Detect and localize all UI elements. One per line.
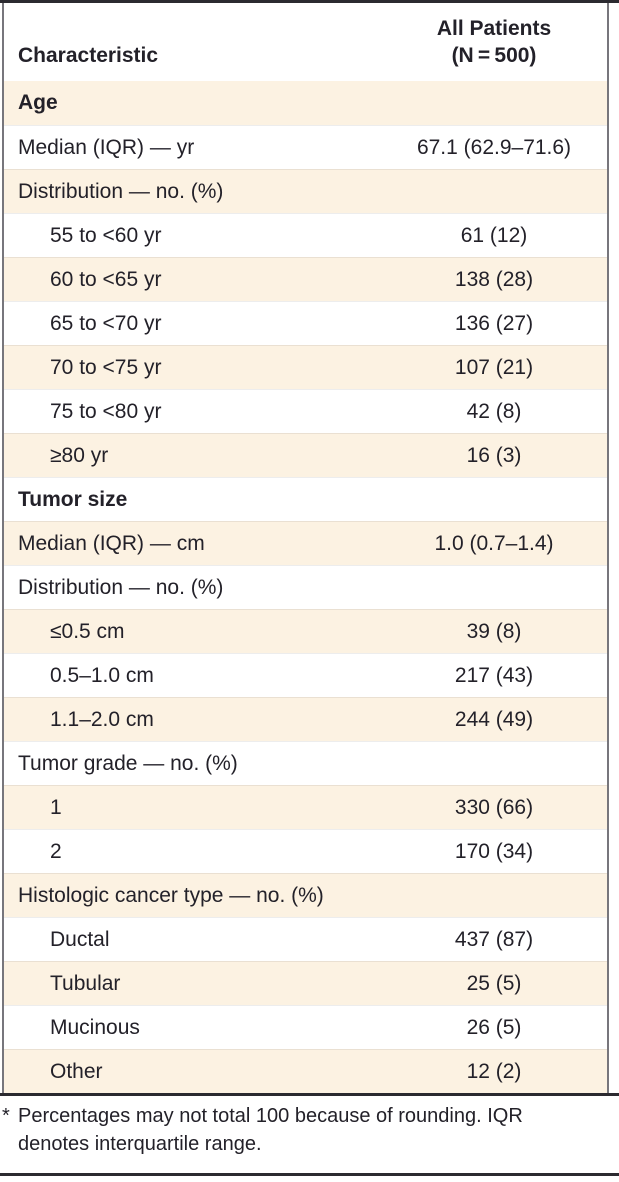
table-footnote: * Percentages may not total 100 because … — [0, 1102, 615, 1158]
table-bottom-rule — [0, 1093, 619, 1096]
table-row: Histologic cancer type — no. (%) — [4, 873, 607, 917]
table-row: Tumor grade — no. (%) — [4, 741, 607, 785]
row-label: 0.5–1.0 cm — [50, 663, 154, 687]
table-row: 75 to <80 yr 42 (8) — [4, 389, 607, 433]
footnote-line-2: denotes interquartile range. — [18, 1133, 262, 1155]
row-value: 170 (34) — [454, 839, 534, 863]
row-label: 1 — [50, 795, 62, 819]
row-value: 67.1 (62.9–71.6) — [416, 135, 572, 159]
row-label: Tubular — [50, 971, 121, 995]
row-value: 107 (21) — [454, 355, 534, 379]
table-row: 1.1–2.0 cm 244 (49) — [4, 697, 607, 741]
row-label: 55 to <60 yr — [50, 223, 162, 247]
row-value: 330 (66) — [454, 795, 534, 819]
row-value: 61 (12) — [460, 223, 528, 247]
row-value: 1.0 (0.7–1.4) — [434, 531, 554, 555]
table-row: Median (IQR) — yr 67.1 (62.9–71.6) — [4, 125, 607, 169]
row-label: Median (IQR) — cm — [18, 531, 205, 555]
row-label: ≥80 yr — [50, 443, 109, 467]
table-row: 70 to <75 yr 107 (21) — [4, 345, 607, 389]
row-value: 16 (3) — [466, 443, 522, 467]
table-row: Median (IQR) — cm 1.0 (0.7–1.4) — [4, 521, 607, 565]
column-header-characteristic: Characteristic — [18, 44, 159, 67]
table-row: ≥80 yr 16 (3) — [4, 433, 607, 477]
table-row: Distribution — no. (%) — [4, 169, 607, 213]
row-label: Distribution — no. (%) — [18, 179, 224, 203]
table-row: 1 330 (66) — [4, 785, 607, 829]
table-row: Other 12 (2) — [4, 1049, 607, 1093]
row-value: 138 (28) — [454, 267, 534, 291]
row-value: 25 (5) — [466, 971, 522, 995]
table-row: Distribution — no. (%) — [4, 565, 607, 609]
row-label: 1.1–2.0 cm — [50, 707, 154, 731]
row-label: Median (IQR) — yr — [18, 135, 195, 159]
table-row: Mucinous 26 (5) — [4, 1005, 607, 1049]
table-right-rule — [607, 3, 609, 1093]
row-label: 65 to <70 yr — [50, 311, 162, 335]
table-body: Age Median (IQR) — yr 67.1 (62.9–71.6) Dist… — [4, 81, 607, 1093]
column-header-all-patients-line1: All Patients — [436, 17, 552, 40]
row-label: 70 to <75 yr — [50, 355, 162, 379]
row-label: 60 to <65 yr — [50, 267, 162, 291]
row-label: 2 — [50, 839, 62, 863]
table-row: 0.5–1.0 cm 217 (43) — [4, 653, 607, 697]
row-label: Tumor grade — no. (%) — [18, 751, 238, 775]
footnote-marker: * — [2, 1105, 10, 1127]
row-label: Mucinous — [50, 1015, 140, 1039]
row-label: Age — [18, 91, 58, 114]
table-row: Age — [4, 81, 607, 125]
table-row: 2 170 (34) — [4, 829, 607, 873]
row-value: 39 (8) — [466, 619, 522, 643]
page-bottom-rule — [0, 1173, 619, 1176]
row-value: 26 (5) — [466, 1015, 522, 1039]
row-value: 136 (27) — [454, 311, 534, 335]
row-label: Distribution — no. (%) — [18, 575, 224, 599]
table-row: Tubular 25 (5) — [4, 961, 607, 1005]
row-value: 244 (49) — [454, 707, 534, 731]
table-row: Tumor size — [4, 477, 607, 521]
table-row: Ductal 437 (87) — [4, 917, 607, 961]
patient-characteristics-table: Characteristic All Patients (N = 500) Ag… — [4, 3, 607, 1093]
footnote-line-1: Percentages may not total 100 because of… — [18, 1105, 523, 1127]
row-value: 217 (43) — [454, 663, 534, 687]
table-header-row: Characteristic All Patients (N = 500) — [4, 3, 607, 81]
table-row: 65 to <70 yr 136 (27) — [4, 301, 607, 345]
row-value: 12 (2) — [466, 1059, 522, 1083]
column-header-all-patients-line2: (N = 500) — [451, 44, 537, 67]
row-label: Ductal — [50, 927, 110, 951]
row-value: 42 (8) — [466, 399, 522, 423]
row-label: Tumor size — [18, 487, 128, 511]
footnote-text: Percentages may not total 100 because of… — [18, 1102, 615, 1158]
column-header-all-patients: All Patients (N = 500) — [384, 15, 604, 69]
row-label: Histologic cancer type — no. (%) — [18, 883, 324, 907]
table-row: 55 to <60 yr 61 (12) — [4, 213, 607, 257]
table-row: 60 to <65 yr 138 (28) — [4, 257, 607, 301]
row-label: Other — [50, 1059, 103, 1083]
row-label: 75 to <80 yr — [50, 399, 162, 423]
table-left-rule — [2, 3, 4, 1093]
table-row: ≤0.5 cm 39 (8) — [4, 609, 607, 653]
table-top-rule — [0, 0, 619, 3]
row-label: ≤0.5 cm — [50, 619, 125, 643]
row-value: 437 (87) — [454, 927, 534, 951]
